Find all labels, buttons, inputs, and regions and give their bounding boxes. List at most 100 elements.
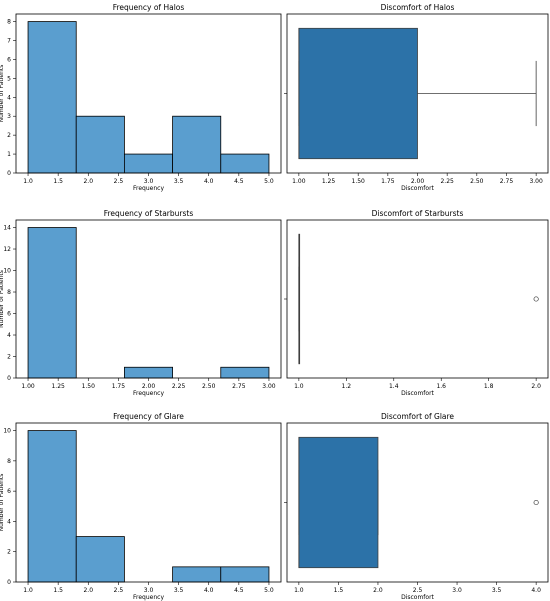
chart-panel-2: Discomfort of Halos 1.00 1.25 1.50 1.75 2.00 2… (284, 3, 549, 192)
histogram-bar (220, 366, 270, 379)
x-tick-label: 3.5 (174, 178, 184, 185)
y-tick-label: 14 (3, 225, 11, 232)
x-tick-label: 1.50 (352, 178, 366, 185)
y-tick-label: 6 (7, 488, 11, 495)
y-tick-label: 4 (7, 94, 11, 101)
box-iqr (298, 436, 379, 569)
y-tick-label: 0 (7, 579, 11, 586)
histogram-bar (27, 227, 77, 379)
histogram-bar (27, 430, 77, 583)
x-tick-label: 1.0 (294, 383, 304, 390)
x-tick-label: 2.5 (114, 587, 124, 594)
y-tick-label: 2 (7, 132, 11, 139)
x-tick-label: 2.0 (83, 178, 93, 185)
histogram-bar (172, 115, 222, 174)
histogram-bar (172, 566, 222, 583)
x-tick-label: 2.0 (83, 587, 93, 594)
x-tick-label: 3.00 (262, 383, 276, 390)
chart-title: Discomfort of Glare (381, 412, 454, 421)
y-tick-label: 10 (3, 428, 11, 435)
x-tick-label: 3.00 (529, 178, 543, 185)
chart-panel-6: Discomfort of Glare 1.0 1.5 2.0 2.5 3.0 3.5 4.0… (284, 412, 549, 601)
x-tick-label: 1.0 (294, 587, 304, 594)
y-tick-label: 3 (7, 113, 11, 120)
x-tick-label: 4.0 (204, 178, 214, 185)
x-tick-label: 3.0 (144, 587, 154, 594)
chart-panel-3: Frequency of Starbursts 0 2 4 6 8 10 12 14 Number… (0, 209, 282, 397)
chart-panel-5: Frequency of Glare 0 2 4 6 8 10 Number of Patie… (0, 412, 282, 601)
y-tick-label: 8 (7, 19, 11, 26)
chart-panel-1: Frequency of Halos 0 1 2 3 4 5 6 7 8 Number of Pat… (0, 3, 282, 192)
x-tick-label: 5.0 (264, 178, 274, 185)
outlier-point (533, 296, 539, 302)
x-tick-label: 2.0 (373, 587, 383, 594)
x-tick-label: 1.8 (484, 383, 494, 390)
y-axis-label: Number of Patients (0, 270, 5, 328)
chart-panel-4: Discomfort of Starbursts 1.0 1.2 1.4 1.6 1.8 2… (284, 209, 549, 397)
histogram-bar (27, 21, 77, 174)
x-tick-label: 2.00 (142, 383, 156, 390)
y-tick-label: 8 (7, 458, 11, 465)
x-tick-label: 3.0 (452, 587, 462, 594)
y-tick-label: 12 (3, 246, 11, 253)
x-tick-label: 1.0 (23, 587, 33, 594)
x-tick-label: 2.50 (470, 178, 484, 185)
x-tick-label: 2.25 (440, 178, 454, 185)
chart-title: Discomfort of Starbursts (372, 209, 464, 218)
x-tick-label: 1.75 (381, 178, 395, 185)
chart-title: Frequency of Starbursts (104, 209, 194, 218)
x-tick-label: 2.00 (411, 178, 425, 185)
y-tick-label: 2 (7, 549, 11, 556)
x-tick-label: 1.75 (112, 383, 126, 390)
x-tick-label: 1.25 (51, 383, 65, 390)
x-tick-label: 1.6 (436, 383, 446, 390)
y-tick-label: 4 (7, 332, 11, 339)
x-tick-label: 1.00 (292, 178, 306, 185)
outlier-point (533, 499, 539, 506)
x-tick-label: 2.75 (232, 383, 246, 390)
y-tick-label: 1 (7, 151, 11, 158)
x-tick-label: 2.50 (202, 383, 216, 390)
x-tick-label: 3.0 (144, 178, 154, 185)
x-tick-label: 4.5 (234, 587, 244, 594)
x-tick-label: 2.5 (114, 178, 124, 185)
chart-title: Frequency of Glare (113, 412, 184, 421)
y-tick-label: 0 (7, 170, 11, 177)
y-axis-label: Number of Patients (0, 474, 5, 532)
x-axis-label: Discomfort (401, 390, 434, 397)
x-tick-label: 2.75 (500, 178, 514, 185)
x-tick-label: 1.5 (334, 587, 344, 594)
x-axis-label: Discomfort (401, 594, 434, 601)
x-axis-label: Frequency (133, 185, 164, 192)
x-tick-label: 1.50 (82, 383, 96, 390)
x-axis-label: Frequency (133, 594, 164, 601)
y-tick-label: 8 (7, 289, 11, 296)
plot-frame (286, 219, 549, 379)
x-tick-label: 2.5 (413, 587, 423, 594)
x-tick-label: 2.0 (531, 383, 541, 390)
histogram-bar (220, 566, 270, 583)
histogram-bar (124, 366, 173, 379)
x-tick-label: 4.5 (234, 178, 244, 185)
y-tick-label: 2 (7, 354, 11, 361)
x-tick-label: 1.0 (23, 178, 33, 185)
x-tick-label: 3.5 (492, 587, 502, 594)
y-axis-label: Number of Patients (0, 65, 5, 123)
y-tick-label: 10 (3, 268, 11, 275)
y-tick-label: 6 (7, 56, 11, 63)
histogram-bar (75, 536, 125, 583)
y-tick-label: 0 (7, 375, 11, 382)
x-tick-label: 4.0 (204, 587, 214, 594)
x-tick-label: 1.5 (53, 178, 63, 185)
x-tick-label: 1.25 (322, 178, 336, 185)
x-axis-label: Frequency (133, 390, 164, 397)
x-tick-label: 2.25 (172, 383, 186, 390)
y-tick-label: 7 (7, 38, 11, 45)
histogram-bar (124, 153, 173, 174)
chart-title: Discomfort of Halos (381, 3, 455, 12)
x-tick-label: 3.5 (174, 587, 184, 594)
x-tick-label: 1.00 (21, 383, 35, 390)
histogram-bar (220, 153, 270, 174)
y-tick-label: 5 (7, 75, 11, 82)
